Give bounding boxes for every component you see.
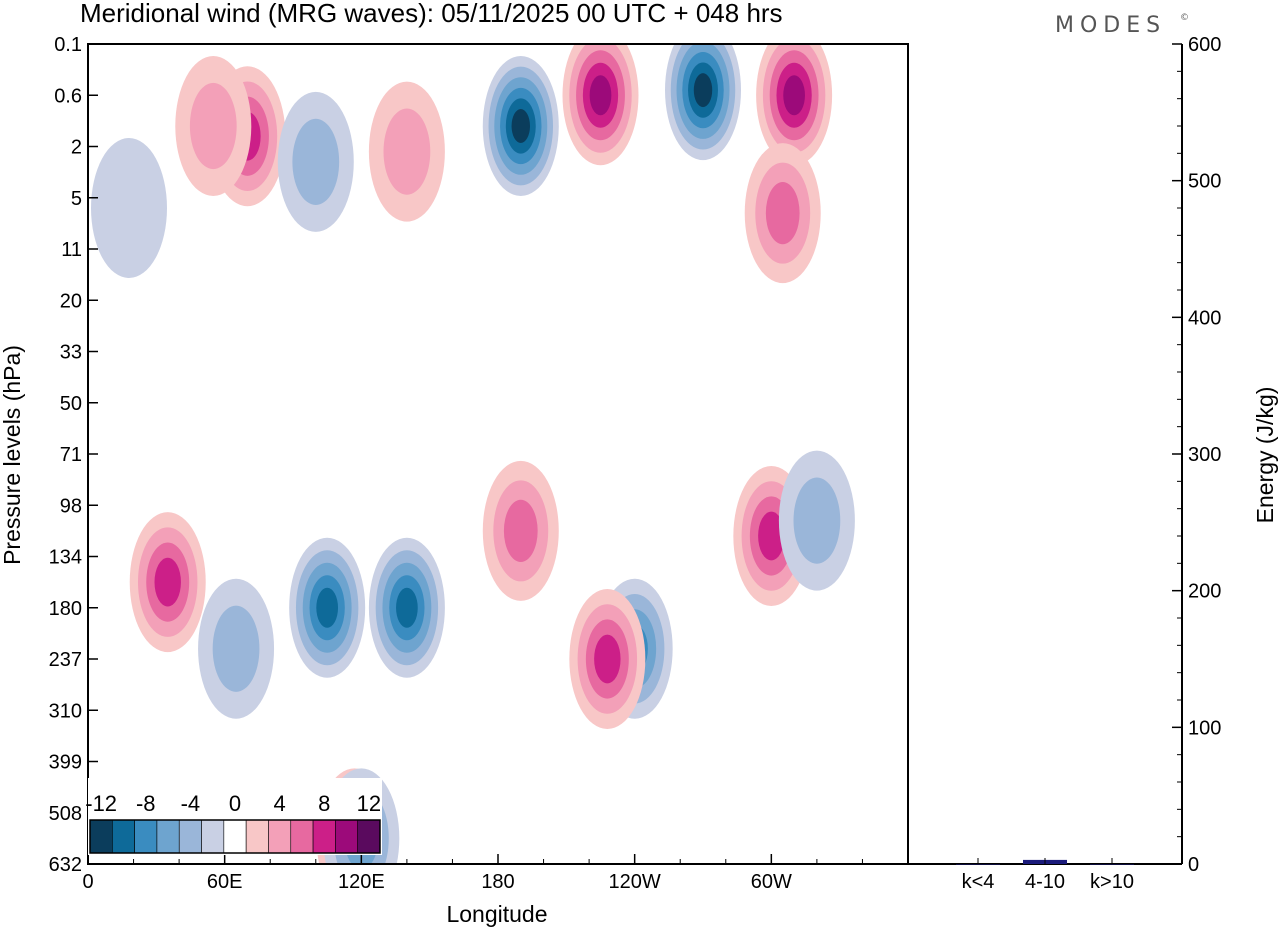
x-tick-label: 0 [82,871,93,893]
x-axis-label: Longitude [446,901,547,927]
colorbar-box [268,819,292,854]
chart-title: Meridional wind (MRG waves): 05/11/2025 … [80,0,783,28]
x-tick-label: 60E [207,871,243,893]
contour-feature-3-level-2 [292,118,340,205]
colorbar-box [290,819,314,854]
colorbar-tick-label: -4 [181,791,201,816]
colorbar-tick-label: -8 [136,791,156,816]
contour-feature-5-level-6 [511,109,530,143]
colorbar-frame [89,819,381,854]
colorbar: -12 -8 -4 0 4 8 12 [85,778,382,855]
energy-y-tick-label: 600 [1188,34,1221,56]
contour-feature-7-level-6 [693,73,713,108]
colorbar-box [178,819,202,854]
y-tick-label: 5 [71,188,82,210]
contour-feature-6-level-5 [589,75,612,116]
energy-bar [1090,864,1134,865]
energy-axis-label: Energy (J/kg) [1252,387,1278,524]
colorbar-box [357,819,381,854]
x-tick-label: 180 [481,871,514,893]
y-tick-label: 50 [60,393,82,415]
energy-y-tick-label: 300 [1188,444,1221,466]
colorbar-tick-label: -12 [85,791,117,816]
contour-feature-2-level-2 [189,82,237,170]
energy-y-tick-label: 200 [1188,581,1221,603]
contour-feature-14-level-3 [503,499,538,562]
y-tick-label: 20 [60,290,82,312]
contour-feature-8-level-5 [783,75,805,116]
contour-feature-10-level-4 [154,557,181,607]
y-tick-label: 508 [49,803,82,825]
y-tick-label: 0.6 [54,85,82,107]
energy-y-tick-label: 0 [1188,854,1199,876]
contour-feature-4-level-2 [383,108,431,195]
modes-logo: MODES [1055,13,1166,38]
colorbar-box [223,819,247,854]
colorbar-box [89,819,113,854]
colorbar-box [112,819,135,854]
contour-feature-13-level-5 [396,587,418,628]
energy-category-label: k<4 [962,871,995,893]
colorbar-box [335,819,358,854]
y-tick-label: 33 [60,342,82,364]
colorbar-box [201,819,225,854]
logo-registered-mark: © [1180,13,1189,23]
colorbar-box [245,819,269,854]
y-tick-label: 134 [49,547,82,569]
y-tick-label: 632 [49,854,82,876]
y-tick-label: 71 [60,444,82,466]
x-tick-label: 60W [751,871,792,893]
y-tick-label: 11 [61,239,82,261]
colorbar-box [134,819,158,854]
contour-field [91,44,855,864]
x-tick-label: 120E [338,871,385,893]
colorbar-tick-label: 8 [318,791,330,816]
contour-feature-9-level-3 [765,182,800,245]
colorbar-box [156,819,180,854]
y-tick-label: 98 [60,495,82,517]
colorbar-tick-label: 4 [273,791,285,816]
contour-feature-18-level-2 [793,477,841,564]
y-axis-label: Pressure levels (hPa) [0,345,25,565]
colorbar-box [312,819,336,854]
energy-y-tick-label: 500 [1188,171,1221,193]
energy-panel: 0 100 200 300 400 500 600 k<4 4-10 k>10 [908,34,1221,893]
y-tick-label: 180 [49,598,82,620]
y-tick-label: 0.1 [54,34,82,56]
y-tick-label: 2 [71,137,82,159]
energy-category-label: k>10 [1090,871,1134,893]
contour-feature-17-level-4 [758,511,785,561]
x-tick-label: 120W [609,871,661,893]
y-tick-label: 399 [49,752,82,774]
y-tick-label: 310 [49,700,82,722]
energy-y-tick-label: 100 [1188,717,1221,739]
energy-y-tick-label: 400 [1188,307,1221,329]
contour-feature-12-level-5 [316,587,339,628]
y-tick-label: 237 [49,649,82,671]
contour-feature-16-level-4 [594,634,621,684]
energy-bar [956,864,1000,865]
energy-category-label: 4-10 [1025,871,1065,893]
contour-feature-11-level-2 [212,605,260,692]
contour-feature-0-level-1 [91,138,167,278]
colorbar-tick-label: 0 [229,791,241,816]
colorbar-tick-label: 12 [357,791,381,816]
